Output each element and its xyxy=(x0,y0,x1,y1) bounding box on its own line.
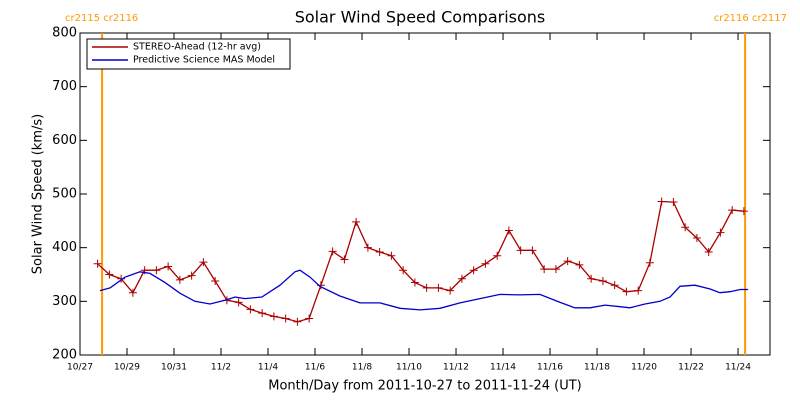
y-tick-label: 400 xyxy=(52,240,77,255)
point-marker xyxy=(105,270,114,279)
point-marker xyxy=(692,234,701,243)
point-marker xyxy=(469,266,478,275)
point-marker xyxy=(352,217,361,226)
point-marker xyxy=(493,251,502,260)
point-marker xyxy=(340,255,349,264)
point-marker xyxy=(657,197,666,206)
point-marker xyxy=(234,298,243,307)
y-tick-label: 300 xyxy=(52,294,77,309)
x-tick-label: 11/18 xyxy=(584,363,610,373)
y-tick-label: 600 xyxy=(52,133,77,148)
point-marker xyxy=(681,223,690,232)
point-marker xyxy=(540,265,549,274)
rotation-label: cr2115 cr2116 xyxy=(65,13,138,24)
x-tick-label: 11/2 xyxy=(211,363,231,373)
point-marker xyxy=(269,312,278,321)
point-marker xyxy=(305,314,314,323)
point-marker xyxy=(563,257,572,266)
x-tick-label: 11/10 xyxy=(396,363,422,373)
point-marker xyxy=(199,258,208,267)
point-marker xyxy=(575,260,584,269)
point-marker xyxy=(669,198,678,207)
point-marker xyxy=(516,246,525,255)
point-marker xyxy=(598,276,607,285)
point-marker xyxy=(716,228,725,237)
point-marker xyxy=(645,258,654,267)
x-tick-label: 10/27 xyxy=(67,363,93,373)
y-tick-label: 200 xyxy=(52,348,77,363)
point-marker xyxy=(187,271,196,280)
chart-title: Solar Wind Speed Comparisons xyxy=(295,8,546,27)
point-marker xyxy=(175,275,184,284)
point-marker xyxy=(446,286,455,295)
legend-label: STEREO-Ahead (12-hr avg) xyxy=(133,42,261,53)
legend-label: Predictive Science MAS Model xyxy=(133,55,275,66)
point-marker xyxy=(481,259,490,268)
series-line xyxy=(99,269,749,311)
point-marker xyxy=(164,262,173,271)
x-tick-label: 11/16 xyxy=(537,363,563,373)
x-tick-label: 11/8 xyxy=(352,363,372,373)
x-axis-label: Month/Day from 2011-10-27 to 2011-11-24 … xyxy=(268,379,581,394)
point-marker xyxy=(375,247,384,256)
point-marker xyxy=(246,305,255,314)
point-marker xyxy=(457,274,466,283)
point-marker xyxy=(422,283,431,292)
point-marker xyxy=(739,207,748,216)
point-marker xyxy=(293,317,302,326)
point-marker xyxy=(281,314,290,323)
point-marker xyxy=(587,274,596,283)
point-marker xyxy=(387,251,396,260)
legend: STEREO-Ahead (12-hr avg) Predictive Scien… xyxy=(86,38,291,70)
point-marker xyxy=(551,265,560,274)
point-marker xyxy=(152,266,161,275)
rotation-label: cr2116 cr2117 xyxy=(714,13,787,24)
point-marker xyxy=(528,246,537,255)
point-marker xyxy=(622,287,631,296)
x-tick-label: 10/31 xyxy=(161,363,187,373)
point-marker xyxy=(634,286,643,295)
x-tick-label: 11/12 xyxy=(443,363,469,373)
point-marker xyxy=(504,226,513,235)
point-marker xyxy=(93,259,102,268)
point-marker xyxy=(410,278,419,287)
x-tick-label: 11/20 xyxy=(631,363,657,373)
x-tick-label: 10/29 xyxy=(114,363,140,373)
point-marker xyxy=(704,247,713,256)
y-axis-label: Solar Wind Speed (km/s) xyxy=(31,114,46,274)
point-marker xyxy=(258,309,267,318)
x-tick-label: 11/22 xyxy=(678,363,704,373)
point-marker xyxy=(434,283,443,292)
point-marker xyxy=(610,281,619,290)
point-marker xyxy=(211,276,220,285)
x-tick-label: 11/4 xyxy=(258,363,278,373)
y-tick-label: 800 xyxy=(52,26,77,41)
point-marker xyxy=(399,266,408,275)
legend-box xyxy=(86,38,291,70)
x-tick-label: 11/6 xyxy=(305,363,325,373)
point-marker xyxy=(728,206,737,215)
point-marker xyxy=(363,243,372,252)
point-marker xyxy=(328,247,337,256)
y-tick-label: 700 xyxy=(52,79,77,94)
point-marker xyxy=(128,288,137,297)
y-tick-label: 500 xyxy=(52,187,77,202)
x-tick-label: 11/14 xyxy=(490,363,516,373)
x-tick-label: 11/24 xyxy=(725,363,751,373)
